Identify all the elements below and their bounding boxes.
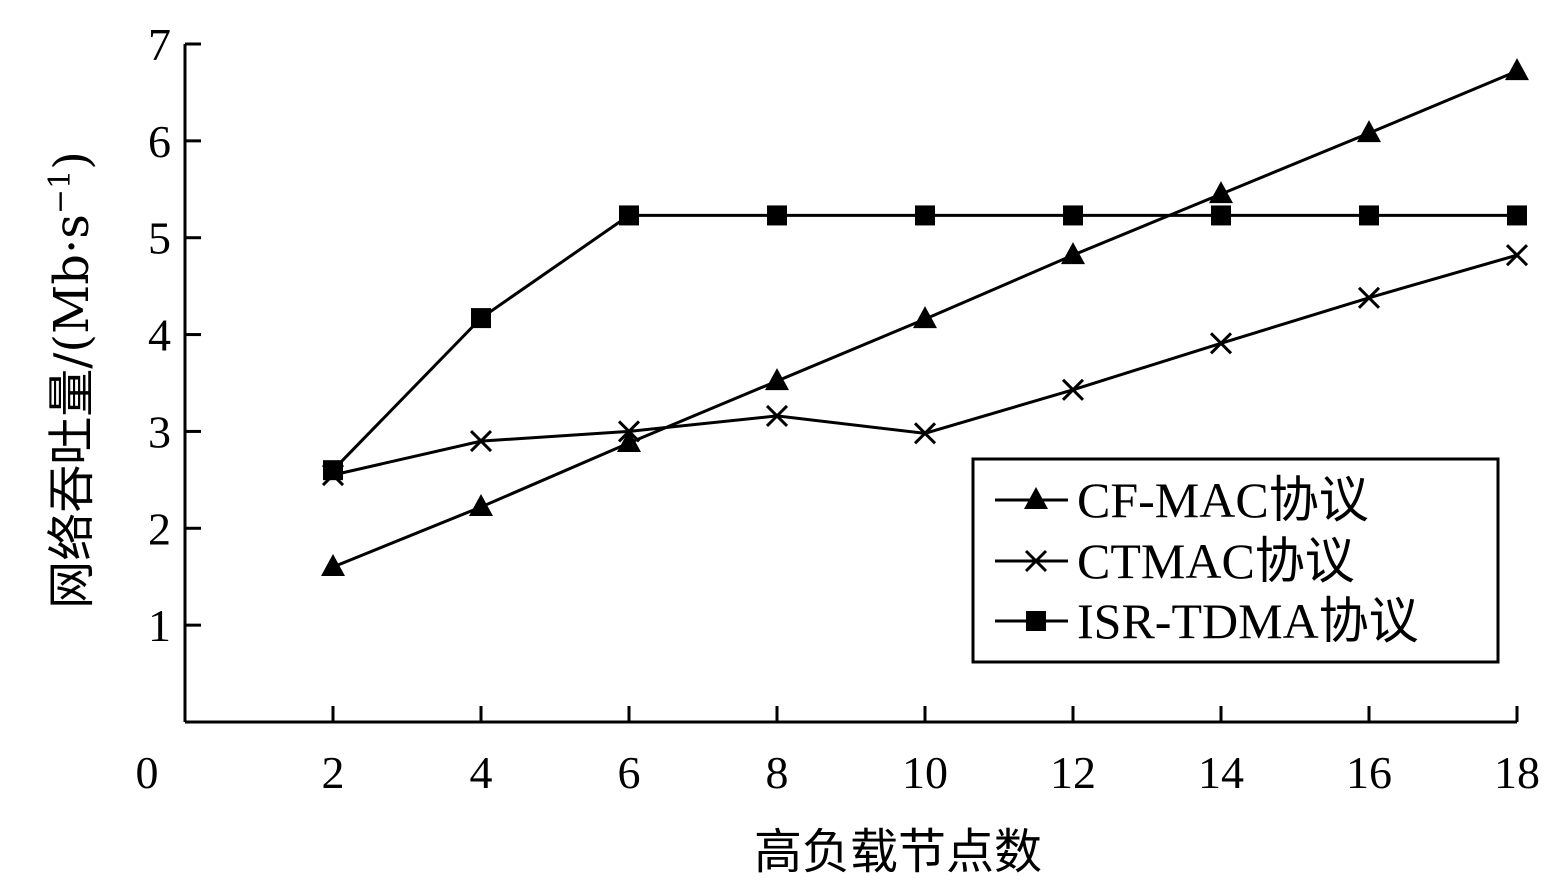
series-line-2: [332, 253, 1518, 477]
series-2-point: [469, 430, 493, 453]
series-2-point: [1061, 378, 1085, 401]
x-tick-label: 2: [322, 747, 345, 798]
series-2-point-stroke: [913, 422, 937, 445]
legend-label-2: CTMAC协议: [1077, 533, 1355, 589]
series-2-point-stroke: [617, 420, 641, 443]
series-2-point: [1209, 332, 1233, 355]
x-tick-label: 0: [136, 747, 159, 798]
series-1-point: [469, 493, 493, 516]
y-tick-label: 5: [148, 213, 171, 264]
series-markers: [321, 58, 1529, 577]
series-1-point: [1209, 181, 1233, 204]
x-tick-label: 16: [1346, 747, 1392, 798]
series-3-point: [1063, 205, 1083, 226]
series-2-point-stroke: [1505, 244, 1529, 267]
series-2-point-stroke: [1209, 332, 1233, 355]
x-tick-label: 6: [618, 747, 641, 798]
y-axis-label-superscript: −1: [43, 170, 78, 214]
series-3-point: [471, 308, 491, 329]
y-tick-label: 7: [148, 19, 171, 70]
legend-label-1: CF-MAC协议: [1077, 472, 1369, 528]
x-tick-label: 8: [766, 747, 789, 798]
y-tick-label: 6: [148, 116, 171, 167]
y-tick-label: 2: [148, 503, 171, 554]
series-1-point: [1061, 242, 1085, 265]
series-3-point: [619, 205, 639, 226]
series-2-point: [913, 422, 937, 445]
x-tick-label: 12: [1050, 747, 1096, 798]
series-3-point: [915, 205, 935, 226]
legend-marker-2-stroke: [1024, 549, 1048, 573]
series-3-point: [1507, 205, 1527, 226]
x-ticks: 0 2 4 6 8 10 12 14 16 18: [136, 706, 1540, 798]
y-tick-label: 3: [148, 406, 171, 457]
series-1-point: [913, 306, 937, 329]
y-axis-label: 网络吞吐量/(Mb·s−1): [43, 151, 100, 609]
x-tick-label: 14: [1198, 747, 1244, 798]
series-3-point: [1359, 205, 1379, 226]
y-axis-label-main: 网络吞吐量/(Mb·s: [44, 214, 100, 609]
series-1-point: [617, 430, 641, 453]
series-1-point: [765, 368, 789, 391]
legend-label-3: ISR-TDMA协议: [1077, 593, 1419, 649]
y-axis-label-close: ): [44, 151, 100, 170]
series-1-point: [321, 554, 345, 577]
series-2-point-stroke: [1061, 378, 1085, 401]
series-2-point-stroke: [469, 430, 493, 453]
series-2-point: [617, 420, 641, 443]
series-3-point: [767, 205, 787, 226]
x-axis-label: 高负载节点数: [754, 824, 1042, 880]
y-tick-label: 4: [148, 310, 171, 361]
series-1-point: [1357, 120, 1381, 143]
y-ticks: 1 2 3 4 5 6 7: [148, 19, 201, 651]
series-2-point: [1505, 244, 1529, 267]
series-1-point: [1505, 58, 1529, 81]
series-2-point: [1357, 286, 1381, 309]
x-tick-label: 4: [470, 747, 493, 798]
x-tick-label: 18: [1494, 747, 1540, 798]
series-2-point: [765, 404, 789, 427]
axes: [183, 44, 1517, 724]
series-2-point-stroke: [765, 404, 789, 427]
series-3-point: [1211, 205, 1231, 226]
series-3-point: [323, 460, 343, 481]
legend-marker-1: [1024, 487, 1048, 509]
legend-marker-2: [1024, 549, 1048, 573]
series-2-point-stroke: [1357, 286, 1381, 309]
x-tick-label: 10: [902, 747, 948, 798]
legend-marker-3: [1026, 611, 1046, 631]
y-tick-label: 1: [148, 600, 171, 651]
